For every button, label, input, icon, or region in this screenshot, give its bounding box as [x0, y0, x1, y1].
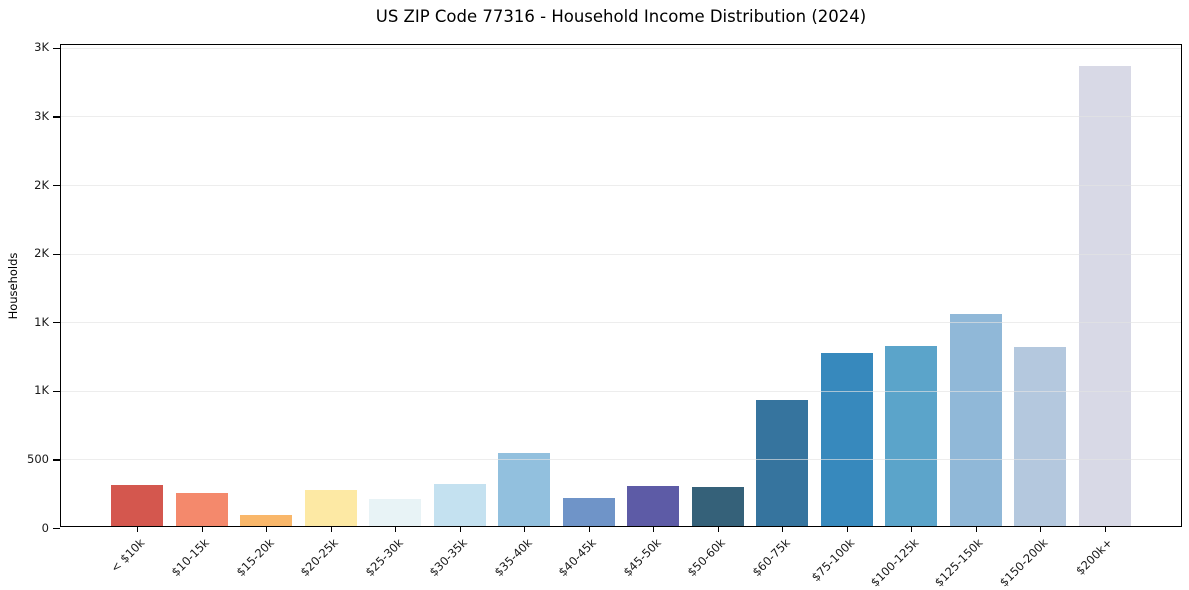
y-tick-mark	[53, 253, 60, 255]
y-tick-label: 3K	[34, 108, 49, 123]
bar-$200k+	[1078, 66, 1131, 526]
gridline	[61, 459, 1181, 461]
x-tick-mark	[846, 526, 848, 532]
bar-$35-40k	[498, 452, 550, 526]
x-tick-label: $20-25k	[297, 535, 341, 580]
y-tick-label: 1K	[34, 383, 49, 398]
x-tick-mark	[459, 526, 461, 532]
y-tick-mark	[53, 47, 60, 49]
x-tick-mark	[330, 526, 332, 532]
bar-$15-20k	[240, 515, 292, 526]
y-axis-label: Households	[6, 252, 20, 320]
bar-$60-75k	[756, 399, 808, 526]
x-tick-label: $75-100k	[808, 535, 857, 585]
x-tick-label: $30-35k	[426, 535, 470, 580]
x-tick-mark	[524, 526, 526, 532]
bar-$10-15k	[175, 493, 228, 526]
x-tick-mark	[588, 526, 590, 532]
y-tick-mark	[53, 528, 60, 530]
y-tick-mark	[53, 185, 60, 187]
chart-title: US ZIP Code 77316 - Household Income Dis…	[375, 7, 867, 26]
y-tick-mark	[53, 459, 60, 461]
x-tick-label: $200k+	[1072, 535, 1115, 578]
x-tick-label: $10-15k	[168, 535, 212, 580]
bar-$75-100k	[820, 353, 873, 526]
y-tick-mark	[53, 390, 60, 392]
gridline	[61, 116, 1181, 118]
y-tick-label: 3K	[34, 40, 49, 55]
bar-$45-50k	[627, 486, 679, 526]
gridline	[61, 390, 1181, 392]
x-tick-label: $40-45k	[555, 535, 599, 580]
y-tick-label: 0	[41, 520, 49, 535]
x-tick-mark	[1040, 526, 1042, 532]
y-tick-label: 1K	[34, 314, 49, 329]
x-tick-label: $100-125k	[867, 535, 922, 590]
x-tick-label: $15-20k	[233, 535, 277, 580]
x-tick-mark	[911, 526, 913, 532]
y-tick-label: 500	[27, 451, 49, 466]
x-tick-label: $150-200k	[996, 535, 1051, 590]
x-tick-label: $125-150k	[932, 535, 986, 590]
gridline	[61, 185, 1181, 186]
x-tick-label: $60-75k	[749, 535, 793, 580]
x-tick-label: $45-50k	[620, 535, 664, 580]
bar-$30-35k	[433, 483, 486, 526]
bar-< $10k	[111, 484, 163, 526]
bar-$150-200k	[1014, 346, 1066, 526]
x-tick-mark	[266, 526, 268, 532]
gridline	[61, 47, 1181, 49]
x-tick-label: < $10k	[107, 535, 148, 576]
x-tick-mark	[717, 526, 719, 532]
x-tick-mark	[1104, 526, 1106, 532]
plot-area: 0 500 1K 1K 2K 2K 3K 3K < $10k $10-15k $15-20k $20-…	[27, 42, 1182, 589]
y-tick-label: 2K	[34, 246, 49, 261]
bar-$100-125k	[885, 345, 937, 526]
x-tick-mark	[137, 526, 139, 532]
bar-$40-45k	[562, 497, 615, 526]
x-tick-label: $35-40k	[491, 535, 535, 580]
bar-$25-30k	[369, 498, 421, 526]
x-tick-mark	[201, 526, 203, 532]
y-tick-mark	[53, 322, 60, 324]
x-tick-label: $50-60k	[684, 535, 728, 580]
y-tick-label: 2K	[34, 177, 49, 192]
x-tick-mark	[975, 526, 977, 532]
x-tick-mark	[782, 526, 784, 532]
y-tick-mark	[53, 116, 60, 118]
x-tick-mark	[395, 526, 397, 532]
gridline	[61, 253, 1181, 255]
x-tick-mark	[653, 526, 655, 532]
bar-$125-150k	[949, 314, 1002, 526]
gridline	[61, 322, 1181, 324]
bar-$50-60k	[691, 486, 744, 526]
x-tick-label: $25-30k	[362, 535, 406, 580]
bar-$20-25k	[304, 489, 357, 526]
